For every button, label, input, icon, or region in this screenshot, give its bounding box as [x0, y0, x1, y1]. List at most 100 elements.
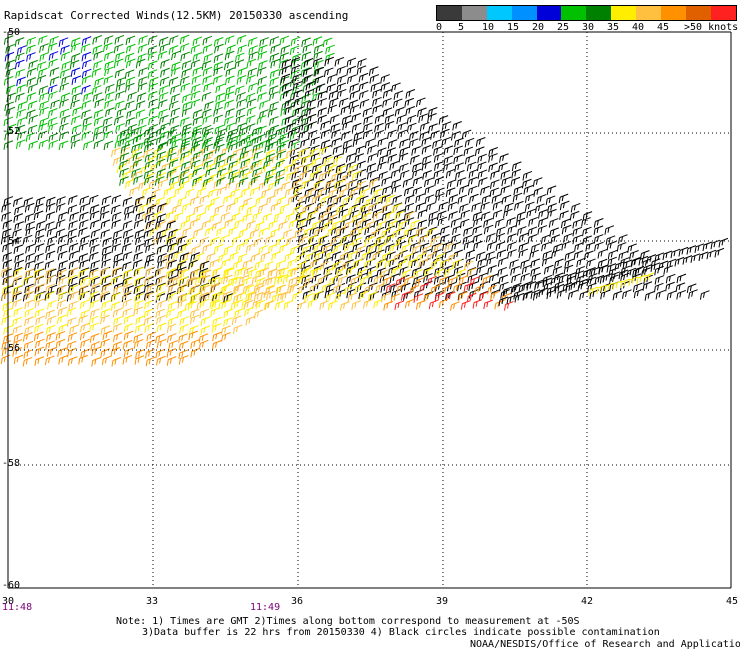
wind-barb [78, 315, 88, 325]
wind-barb [143, 308, 154, 319]
wind-barb [642, 264, 653, 274]
wind-barb [165, 308, 176, 319]
wind-barb [68, 284, 79, 295]
wind-barb [433, 169, 444, 179]
wind-barb [366, 169, 377, 180]
wind-barb [461, 129, 472, 140]
wind-barb [336, 88, 347, 99]
wind-barb [490, 170, 500, 180]
wind-barb [5, 59, 16, 70]
legend-swatch [636, 6, 662, 20]
wind-barb [112, 267, 122, 277]
wind-barb [33, 268, 44, 278]
wind-barb [600, 289, 610, 300]
wind-barb [212, 75, 223, 85]
wind-barb [265, 153, 276, 163]
wind-barb [507, 224, 517, 235]
wind-barb [477, 258, 487, 268]
wind-barb [622, 259, 633, 270]
wind-barb [582, 235, 592, 245]
wind-barb [45, 275, 56, 285]
wind-barb [473, 240, 483, 251]
wind-barb [57, 243, 67, 254]
wind-barb [101, 251, 112, 262]
wind-barb [148, 82, 159, 93]
wind-barb [12, 228, 22, 239]
wind-barb [1, 346, 12, 357]
wind-barb [428, 217, 438, 227]
wind-barb [209, 213, 219, 224]
wind-barb [265, 168, 275, 179]
wind-barb [198, 292, 209, 302]
wind-barb [444, 242, 455, 253]
wind-barb [400, 291, 411, 301]
wind-barb [116, 107, 127, 118]
wind-barb [201, 124, 212, 135]
wind-barb [157, 258, 167, 269]
map-grid [7, 31, 732, 589]
wind-barb [444, 267, 454, 278]
wind-barb [411, 244, 422, 255]
wind-barb [199, 298, 210, 309]
wind-barb [335, 226, 346, 237]
wind-barb [228, 169, 238, 180]
wind-barb [45, 196, 56, 207]
wind-barb [61, 60, 72, 71]
wind-barb [93, 125, 104, 135]
wind-barb [55, 228, 66, 239]
wind-barb [594, 274, 605, 285]
wind-barb [144, 258, 154, 269]
wind-barb [284, 115, 295, 125]
wind-barb [0, 234, 11, 245]
wind-barb [496, 226, 506, 237]
wind-barb [391, 82, 401, 93]
wind-barb [377, 137, 388, 147]
wind-barb [111, 292, 121, 302]
wind-barb [291, 73, 302, 84]
wind-barb [113, 43, 124, 54]
wind-barb [113, 115, 124, 126]
wind-barb [24, 260, 35, 271]
wind-barb [192, 109, 203, 119]
wind-barb [381, 211, 392, 221]
wind-barb [89, 244, 100, 254]
wind-barb [216, 152, 226, 163]
wind-barb [190, 90, 201, 101]
wind-barb [363, 258, 374, 269]
wind-barb [265, 128, 275, 138]
wind-barb [239, 150, 250, 161]
wind-barb [357, 226, 368, 237]
wind-barb [401, 269, 412, 279]
wind-barb [359, 275, 370, 285]
wind-barb [607, 249, 618, 260]
wind-barb [320, 120, 330, 131]
wind-barb [619, 257, 630, 267]
wind-barb [512, 192, 523, 203]
wind-barb [211, 323, 222, 333]
wind-barb [304, 252, 315, 263]
wind-barb [34, 356, 45, 366]
wind-barb [566, 272, 577, 282]
wind-barb [234, 218, 244, 229]
wind-barb [476, 161, 487, 172]
wind-barb [627, 243, 637, 253]
wind-barb [433, 243, 444, 253]
wind-barb [78, 227, 88, 237]
wind-barb [68, 276, 78, 287]
wind-barb [236, 75, 247, 85]
legend-swatch [685, 6, 711, 20]
wind-barb [143, 135, 154, 146]
wind-barb [259, 99, 269, 110]
wind-barb [370, 82, 381, 92]
wind-barb [450, 301, 460, 311]
wind-barb [286, 148, 296, 159]
wind-barb [204, 203, 215, 213]
wind-barb [189, 292, 200, 303]
wind-barb [480, 201, 490, 212]
wind-barb [363, 299, 373, 309]
lon-label: 36 [291, 596, 304, 607]
wind-barb [410, 258, 421, 269]
wind-barb [554, 280, 564, 291]
wind-barb [242, 213, 252, 223]
wind-barb [572, 226, 583, 237]
